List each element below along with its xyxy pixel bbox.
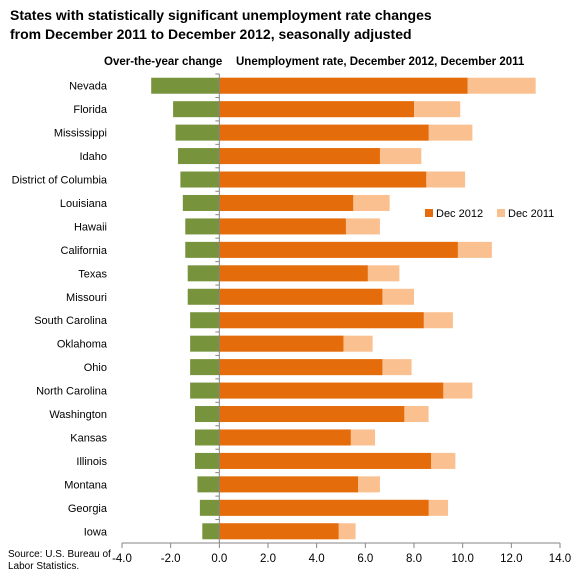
x-tick-label: 12.0 [500,553,522,565]
bar-over-the-year-change [173,101,220,118]
chart-title: States with statistically significant un… [10,6,570,44]
x-tick-label: -2.0 [161,553,181,565]
bar-over-the-year-change [151,77,220,94]
bar-over-the-year-change [177,148,220,165]
bar-dec-2012 [219,359,383,376]
bar-dec-2012 [219,148,380,165]
category-label: Missouri [66,292,107,304]
bar-over-the-year-change [180,171,220,188]
bar-over-the-year-change [197,476,220,493]
x-tick-label: 6.0 [357,553,373,565]
bar-dec-2012 [219,171,427,188]
bar-dec-2012 [219,335,344,352]
bar-dec-2012 [219,124,429,141]
bar-over-the-year-change [190,335,220,352]
chart-title-line-1: States with statistically significant un… [10,7,432,23]
chart-title-line-2: from December 2011 to December 2012, sea… [10,26,412,42]
bar-dec-2012 [219,194,354,211]
bar-over-the-year-change [195,429,220,446]
source-note: Source: U.S. Bureau of Labor Statistics. [8,549,111,572]
bar-over-the-year-change [187,265,220,282]
x-tick-label: 14.0 [549,553,571,565]
category-label: Montana [64,479,108,491]
legend-label: Dec 2011 [508,208,554,220]
category-label: Louisiana [60,198,108,210]
category-label: Mississippi [54,128,107,140]
bar-dec-2012 [219,406,405,423]
category-label: Washington [49,409,107,421]
bar-over-the-year-change [202,523,220,540]
category-label: Illinois [76,456,107,468]
bar-over-the-year-change [185,241,220,258]
bar-dec-2012 [219,452,432,469]
right-panel-header: Unemployment rate, December 2012, Decemb… [236,56,525,68]
category-label: Texas [78,268,107,280]
bar-dec-2012 [219,218,346,235]
bar-over-the-year-change [195,452,220,469]
x-tick-label: -4.0 [112,553,132,565]
bar-over-the-year-change [175,124,220,141]
bar-over-the-year-change [190,359,220,376]
left-panel-header: Over-the-year change [104,56,223,68]
category-label: California [61,245,108,257]
category-label: Georgia [68,503,108,515]
category-label: Nevada [69,81,108,93]
bar-over-the-year-change [190,312,220,329]
category-label: Hawaii [74,221,107,233]
category-label: Kansas [70,432,107,444]
category-label: Oklahoma [57,339,108,351]
bar-over-the-year-change [195,406,220,423]
x-tick-label: 8.0 [406,553,422,565]
category-label: South Carolina [34,315,108,327]
bar-dec-2012 [219,241,458,258]
category-label: Florida [73,104,108,116]
bar-dec-2012 [219,499,429,516]
bar-over-the-year-change [185,218,220,235]
x-tick-label: 10.0 [451,553,473,565]
bar-dec-2012 [219,101,414,118]
bar-dec-2012 [219,312,424,329]
legend-swatch [425,209,433,217]
legend-swatch [497,209,505,217]
category-label: Idaho [79,151,107,163]
bar-dec-2012 [219,429,351,446]
x-tick-label: 4.0 [309,553,325,565]
bar-dec-2012 [219,476,359,493]
category-label: North Carolina [36,386,108,398]
category-label: Iowa [84,526,108,538]
category-label: Ohio [84,362,107,374]
bar-dec-2012 [219,77,468,94]
x-tick-label: 0.0 [211,553,227,565]
bar-dec-2012 [219,523,339,540]
bar-dec-2012 [219,265,368,282]
bar-over-the-year-change [190,382,220,399]
legend-label: Dec 2012 [436,208,483,220]
bar-dec-2012 [219,382,444,399]
bar-over-the-year-change [187,288,220,305]
bar-over-the-year-change [182,194,220,211]
bar-dec-2012 [219,288,383,305]
bar-over-the-year-change [199,499,220,516]
x-tick-label: 2.0 [260,553,276,565]
category-label: District of Columbia [12,175,108,187]
